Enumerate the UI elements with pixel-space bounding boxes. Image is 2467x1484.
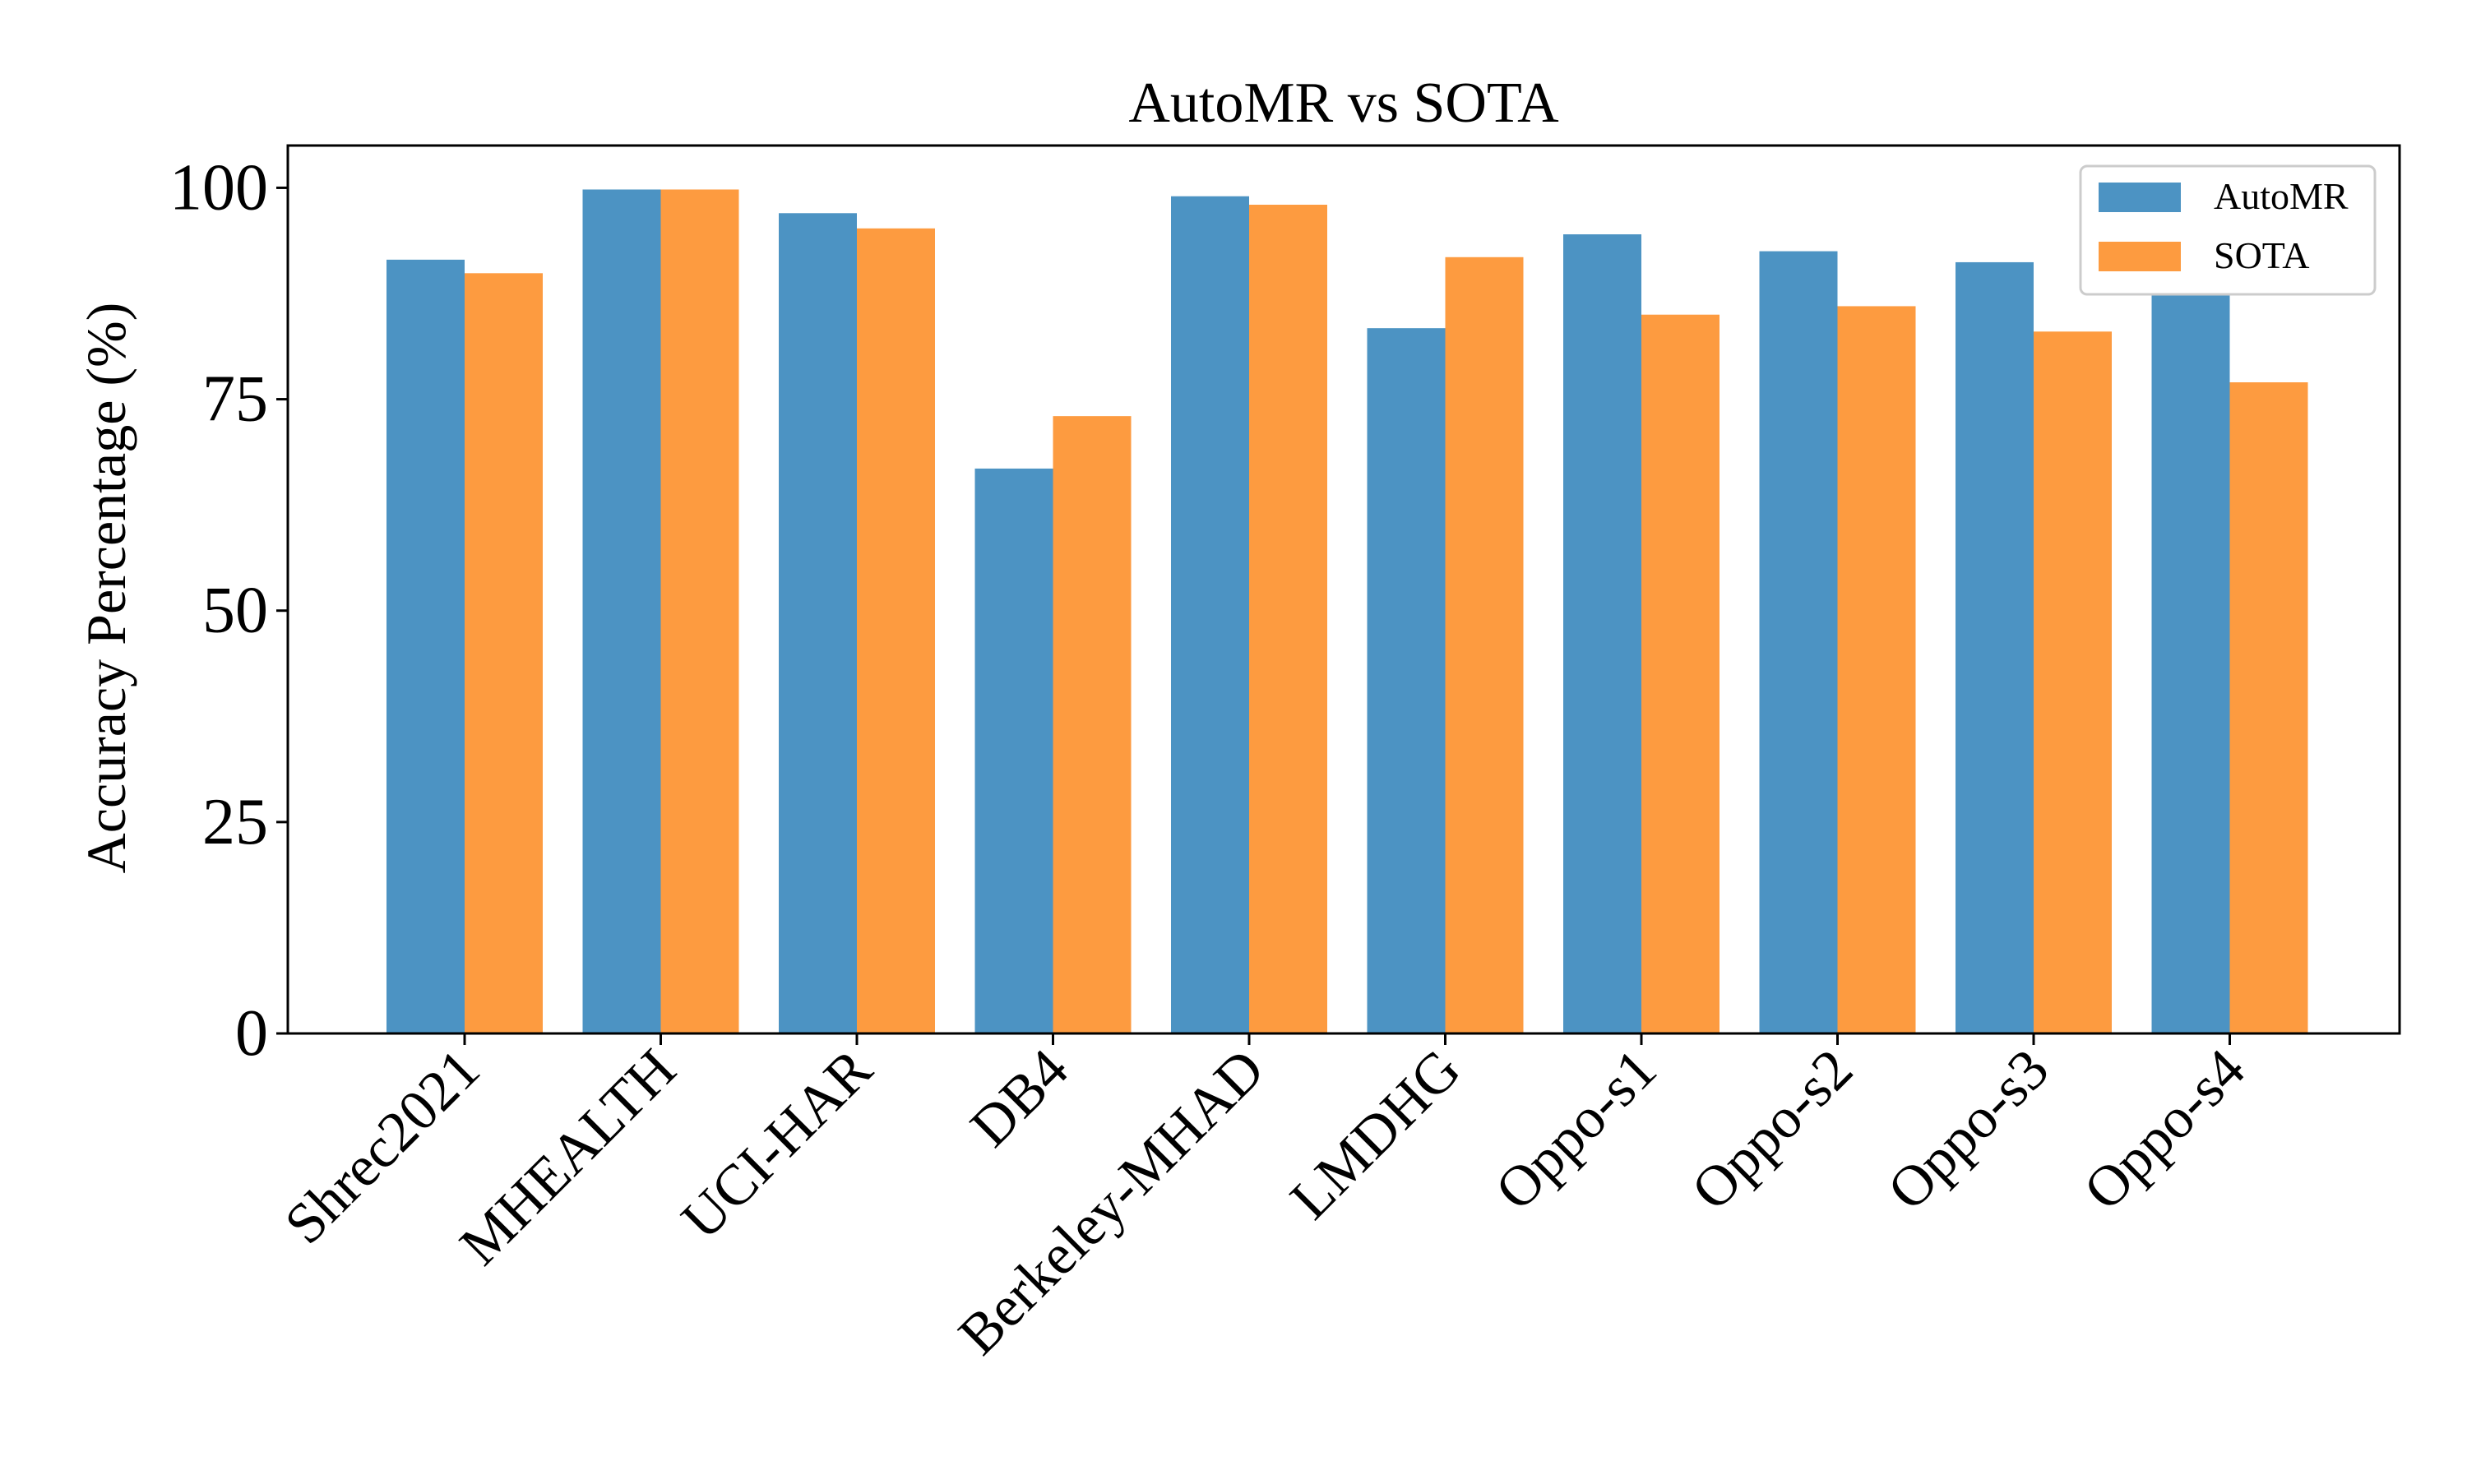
bar-sota-uci-har bbox=[857, 228, 935, 1033]
x-tick-label: Oppo-s3 bbox=[1876, 1038, 2061, 1223]
bar-sota-shrec2021 bbox=[465, 273, 543, 1033]
bars-layer bbox=[386, 189, 2308, 1034]
bar-sota-berkeley-mhad bbox=[1249, 205, 1327, 1033]
bar-automr-lmdhg bbox=[1367, 328, 1446, 1034]
bar-automr-berkeley-mhad bbox=[1171, 196, 1249, 1033]
bar-sota-db4 bbox=[1053, 416, 1132, 1034]
bar-sota-mhealth bbox=[660, 189, 739, 1033]
bar-sota-lmdhg bbox=[1445, 257, 1524, 1033]
plot-frame bbox=[286, 144, 2401, 1035]
chart-title: AutoMR vs SOTA bbox=[1128, 72, 1559, 135]
bar-sota-oppo-s4 bbox=[2229, 382, 2308, 1033]
legend-swatch-automr bbox=[2099, 183, 2181, 212]
y-tick-label: 75 bbox=[202, 363, 268, 436]
x-tick-label: DB4 bbox=[959, 1038, 1081, 1159]
bar-automr-oppo-s2 bbox=[1759, 251, 1838, 1034]
legend: AutoMR SOTA bbox=[2079, 164, 2377, 296]
bar-sota-oppo-s2 bbox=[1837, 306, 1916, 1033]
x-tick-label: Oppo-s1 bbox=[1483, 1038, 1669, 1223]
bar-automr-oppo-s4 bbox=[2151, 266, 2230, 1033]
legend-label-sota: SOTA bbox=[2214, 234, 2309, 276]
legend-swatch-sota bbox=[2099, 242, 2181, 271]
bar-automr-oppo-s3 bbox=[1956, 261, 2034, 1033]
y-axis: 0 25 50 75 100 bbox=[169, 151, 288, 1070]
bar-sota-oppo-s1 bbox=[1641, 314, 1719, 1033]
y-tick-label: 0 bbox=[235, 997, 268, 1070]
legend-label-automr: AutoMR bbox=[2214, 175, 2349, 217]
bar-automr-uci-har bbox=[779, 213, 857, 1033]
x-tick-label: Oppo-s2 bbox=[1680, 1038, 1865, 1223]
y-tick-label: 50 bbox=[202, 575, 268, 647]
y-axis-label: Accuracy Percentage (%) bbox=[75, 303, 137, 874]
y-tick-label: 25 bbox=[202, 786, 268, 858]
bar-automr-oppo-s1 bbox=[1563, 234, 1641, 1033]
bar-automr-mhealth bbox=[582, 189, 661, 1033]
x-tick-label: LMDHG bbox=[1279, 1038, 1473, 1232]
x-tick-label: MHEALTH bbox=[448, 1038, 688, 1278]
bar-automr-shrec2021 bbox=[386, 259, 465, 1033]
bar-automr-db4 bbox=[974, 468, 1053, 1033]
x-tick-label: UCI-HAR bbox=[670, 1038, 885, 1252]
bar-sota-oppo-s3 bbox=[2034, 331, 2112, 1033]
y-tick-label: 100 bbox=[169, 151, 268, 224]
x-tick-label: Oppo-s4 bbox=[2072, 1038, 2257, 1223]
